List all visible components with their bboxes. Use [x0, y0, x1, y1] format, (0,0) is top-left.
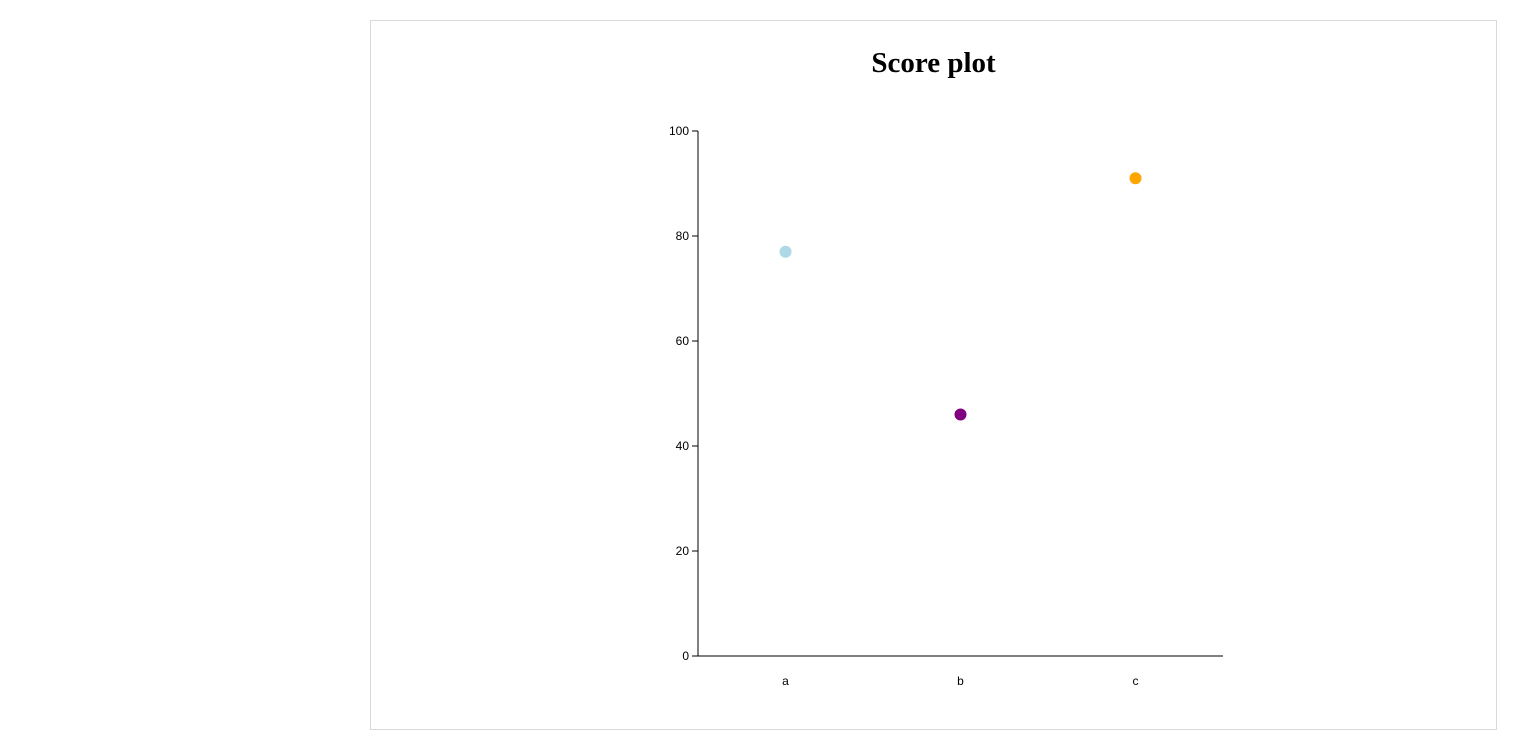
y-tick-label: 20	[676, 544, 690, 558]
x-axis: a b c	[698, 655, 1223, 688]
data-point-a	[779, 245, 792, 258]
chart-title: Score plot	[871, 47, 996, 79]
data-point-b	[954, 408, 967, 421]
y-tick-label: 80	[676, 229, 690, 243]
y-tick-label: 100	[669, 124, 689, 138]
x-tick-label: c	[1133, 674, 1139, 688]
chart-panel: Score plot 0 20 40 60 80 100 a b c	[370, 20, 1497, 730]
score-plot: 0 20 40 60 80 100 a b c	[669, 124, 1223, 688]
data-points	[779, 172, 1142, 421]
y-tick-label: 40	[676, 439, 690, 453]
data-point-c	[1129, 172, 1142, 185]
y-tick-label: 0	[682, 649, 689, 663]
x-tick-label: b	[957, 674, 964, 688]
y-tick-label: 60	[676, 334, 690, 348]
y-axis: 0 20 40 60 80 100	[669, 124, 699, 663]
x-tick-label: a	[782, 674, 789, 688]
